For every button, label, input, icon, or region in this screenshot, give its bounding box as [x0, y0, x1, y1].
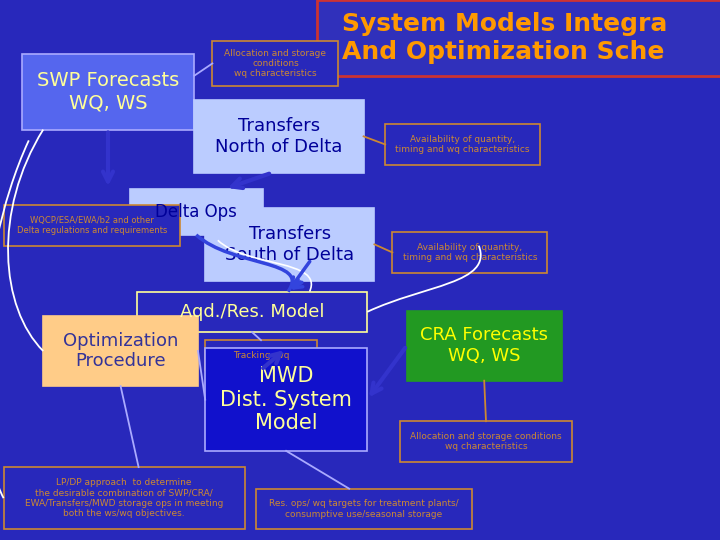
FancyBboxPatch shape: [4, 467, 245, 529]
FancyBboxPatch shape: [4, 205, 180, 246]
FancyBboxPatch shape: [212, 40, 338, 86]
FancyBboxPatch shape: [205, 208, 374, 281]
Text: Allocation and storage conditions
wq characteristics: Allocation and storage conditions wq cha…: [410, 432, 562, 451]
FancyBboxPatch shape: [22, 54, 194, 130]
Text: Transfers
North of Delta: Transfers North of Delta: [215, 117, 343, 156]
Text: Transfers
South of Delta: Transfers South of Delta: [225, 225, 354, 264]
Text: MWD
Dist. System
Model: MWD Dist. System Model: [220, 367, 352, 433]
Text: LP/DP approach  to determine
the desirable combination of SWP/CRA/
EWA/Transfers: LP/DP approach to determine the desirabl…: [25, 478, 223, 518]
FancyBboxPatch shape: [43, 316, 198, 386]
Text: Availability of quantity,
timing and wq characteristics: Availability of quantity, timing and wq …: [395, 135, 530, 154]
FancyBboxPatch shape: [407, 310, 562, 381]
FancyBboxPatch shape: [385, 124, 540, 165]
Text: WQCP/ESA/EWA/b2 and other
Delta regulations and requirements: WQCP/ESA/EWA/b2 and other Delta regulati…: [17, 216, 167, 235]
FancyBboxPatch shape: [205, 340, 317, 370]
Text: Tracking  wq: Tracking wq: [233, 350, 289, 360]
FancyBboxPatch shape: [400, 421, 572, 462]
Text: Aqd./Res. Model: Aqd./Res. Model: [180, 303, 324, 321]
Text: Availability of quantity,
timing and wq characteristics: Availability of quantity, timing and wq …: [402, 243, 537, 262]
FancyBboxPatch shape: [317, 0, 720, 76]
Text: CRA Forecasts
WQ, WS: CRA Forecasts WQ, WS: [420, 326, 548, 365]
FancyBboxPatch shape: [205, 348, 367, 451]
FancyBboxPatch shape: [256, 489, 472, 529]
Text: Res. ops/ wq targets for treatment plants/
consumptive use/seasonal storage: Res. ops/ wq targets for treatment plant…: [269, 500, 459, 518]
FancyBboxPatch shape: [130, 189, 263, 235]
Text: SWP Forecasts
WQ, WS: SWP Forecasts WQ, WS: [37, 71, 179, 112]
Text: Optimization
Procedure: Optimization Procedure: [63, 332, 179, 370]
Text: System Models Integra
And Optimization Sche: System Models Integra And Optimization S…: [342, 12, 667, 64]
Text: Allocation and storage
conditions
wq characteristics: Allocation and storage conditions wq cha…: [225, 49, 326, 78]
Text: Delta Ops: Delta Ops: [156, 203, 237, 221]
FancyBboxPatch shape: [137, 292, 367, 332]
FancyBboxPatch shape: [194, 100, 364, 173]
FancyBboxPatch shape: [392, 232, 547, 273]
